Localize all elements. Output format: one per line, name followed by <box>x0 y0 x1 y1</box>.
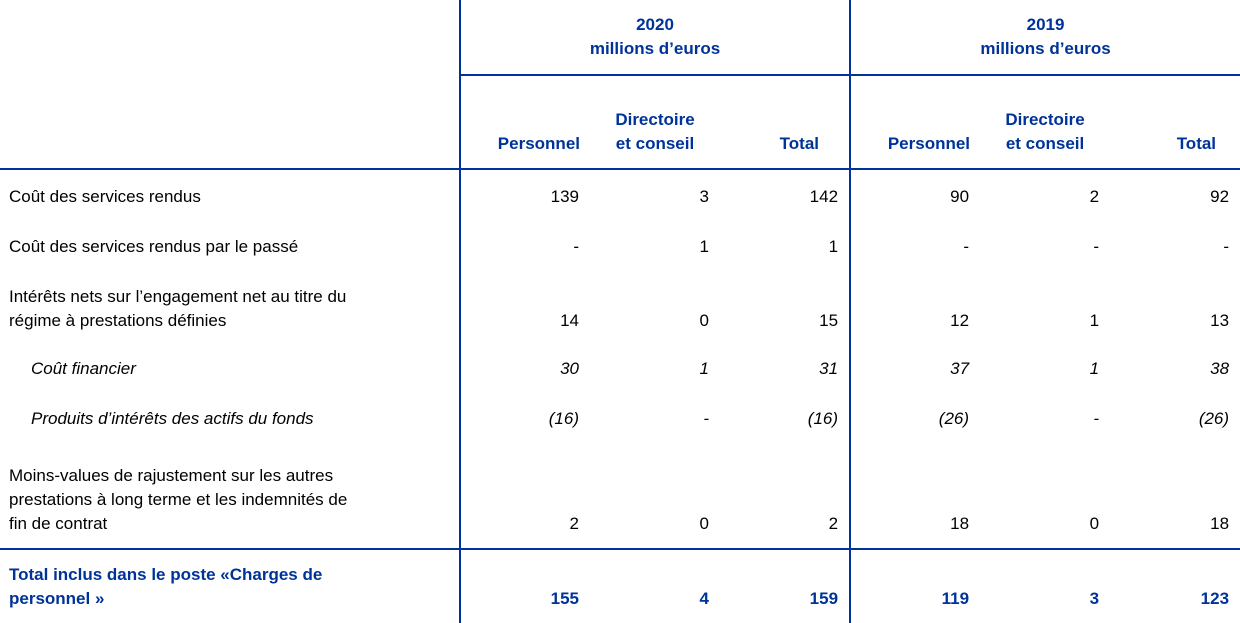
cell-2019-total: (26) <box>1198 409 1230 428</box>
year-2019: 2019 <box>1026 15 1065 34</box>
cell-2020-total: 1 <box>828 237 839 256</box>
cell-2019-directoire: 2 <box>1089 187 1100 206</box>
table-row: Coût des services rendus par le passé - … <box>0 221 1240 271</box>
cell-2019-total: - <box>1223 237 1230 256</box>
cell-2019-directoire: - <box>1093 237 1100 256</box>
total-label-line: Total inclus dans le poste «Charges de <box>9 565 323 584</box>
total-2020-directoire: 4 <box>590 548 720 623</box>
cell-2019-directoire: 1 <box>1089 311 1100 330</box>
total-2019-total: 123 <box>1110 548 1240 623</box>
unit-2019: millions d’euros <box>980 39 1111 58</box>
cell-2020-total: 15 <box>819 311 839 330</box>
year-2019-header: 2019 millions d’euros <box>849 0 1240 76</box>
cell-2020-directoire: 0 <box>699 514 709 533</box>
cell-2019-directoire: 1 <box>1089 359 1100 378</box>
total-2020-total: 159 <box>720 548 851 623</box>
table-row: Produits d’intérêts des actifs du fonds … <box>0 393 1240 443</box>
cell-2020-directoire: 1 <box>699 237 709 256</box>
col-2020-total: Total <box>720 75 851 170</box>
cell-2020-personnel: 14 <box>459 271 590 345</box>
col-2020-directoire-line1: Directoire <box>615 110 695 129</box>
col-2020-directoire: Directoire et conseil <box>590 75 720 170</box>
total-2020-personnel: 155 <box>459 548 590 623</box>
cell-2020-total: 31 <box>819 359 839 378</box>
cell-2019-personnel: 37 <box>849 345 981 393</box>
cell-2019-personnel: (26) <box>849 393 981 443</box>
cell-2019-total: 18 <box>1210 514 1230 533</box>
total-label-line: personnel » <box>9 589 105 608</box>
table-row: Coût des services rendus 139 3 142 90 2 … <box>0 169 1240 221</box>
table-row: Moins-values de rajustement sur les autr… <box>0 443 1240 549</box>
cell-2020-total: 2 <box>828 514 839 533</box>
cell-2019-directoire: 0 <box>1089 514 1100 533</box>
cell-2019-personnel: 90 <box>849 169 981 221</box>
table-row: Coût financier 30 1 31 37 1 38 <box>0 345 1240 393</box>
col-2019-personnel: Personnel <box>849 75 981 170</box>
cell-2019-directoire: - <box>1093 409 1100 428</box>
col-2019-directoire-line1: Directoire <box>1005 110 1085 129</box>
row-label-line: prestations à long terme et les indemnit… <box>9 490 348 509</box>
cell-2020-total: 142 <box>809 187 839 206</box>
table-row: Intérêts nets sur l’engagement net au ti… <box>0 271 1240 345</box>
cell-2020-personnel: 30 <box>459 345 590 393</box>
cell-2019-personnel: - <box>849 221 981 271</box>
year-2020: 2020 <box>636 15 674 34</box>
year-2020-header: 2020 millions d’euros <box>458 0 851 76</box>
cell-2020-personnel: - <box>459 221 590 271</box>
cell-2019-personnel: 18 <box>849 443 981 549</box>
total-2019-personnel: 119 <box>849 548 981 623</box>
row-label-line: Moins-values de rajustement sur les autr… <box>9 466 334 485</box>
cell-2020-directoire: - <box>703 409 709 428</box>
cell-2019-total: 92 <box>1210 187 1230 206</box>
cell-2020-directoire: 3 <box>699 187 709 206</box>
cell-2020-personnel: 2 <box>459 443 590 549</box>
cell-2020-directoire: 0 <box>699 311 709 330</box>
col-2019-directoire: Directoire et conseil <box>980 75 1111 170</box>
corner-cell <box>0 0 460 75</box>
total-label: Total inclus dans le poste «Charges de p… <box>0 548 460 623</box>
row-label-line: fin de contrat <box>9 514 108 533</box>
col-2019-directoire-line2: et conseil <box>1005 134 1085 153</box>
row-label: Coût des services rendus <box>9 187 201 206</box>
row-label: Coût financier <box>31 359 136 378</box>
cell-2020-personnel: 139 <box>459 169 590 221</box>
row-label-line: Intérêts nets sur l’engagement net au ti… <box>9 287 347 306</box>
row-label: Coût des services rendus par le passé <box>9 237 299 256</box>
unit-2020: millions d’euros <box>589 39 721 58</box>
col-2019-total: Total <box>1110 75 1240 170</box>
total-row: Total inclus dans le poste «Charges de p… <box>0 548 1240 623</box>
cell-2020-directoire: 1 <box>699 359 709 378</box>
cell-2019-total: 13 <box>1210 311 1230 330</box>
label-column-header <box>0 75 460 170</box>
cell-2020-total: (16) <box>807 409 839 428</box>
row-label: Intérêts nets sur l’engagement net au ti… <box>0 271 460 345</box>
cell-2019-personnel: 12 <box>849 271 981 345</box>
col-2020-directoire-line2: et conseil <box>615 134 695 153</box>
total-2019-directoire: 3 <box>980 548 1111 623</box>
row-label-line: régime à prestations définies <box>9 311 227 330</box>
cell-2019-total: 38 <box>1210 359 1230 378</box>
col-2020-personnel: Personnel <box>459 75 590 170</box>
cell-2020-personnel: (16) <box>459 393 590 443</box>
row-label: Produits d’intérêts des actifs du fonds <box>31 409 314 428</box>
row-label: Moins-values de rajustement sur les autr… <box>0 443 460 549</box>
